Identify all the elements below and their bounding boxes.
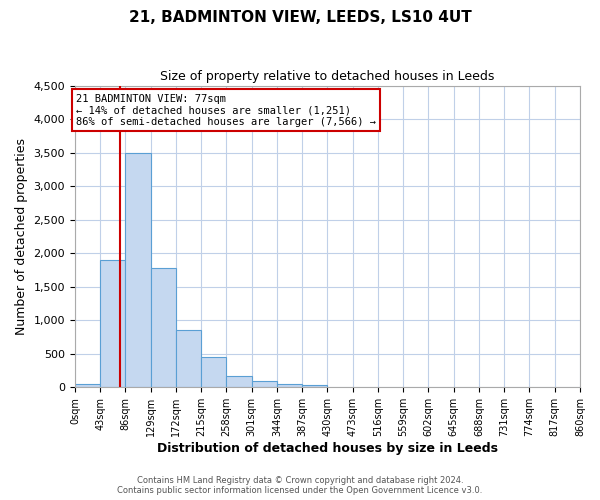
Bar bbox=[277, 384, 302, 388]
Text: 21 BADMINTON VIEW: 77sqm
← 14% of detached houses are smaller (1,251)
86% of sem: 21 BADMINTON VIEW: 77sqm ← 14% of detach… bbox=[76, 94, 376, 127]
Y-axis label: Number of detached properties: Number of detached properties bbox=[15, 138, 28, 335]
Bar bbox=[226, 376, 251, 388]
X-axis label: Distribution of detached houses by size in Leeds: Distribution of detached houses by size … bbox=[157, 442, 498, 455]
Bar bbox=[100, 260, 125, 388]
Bar bbox=[251, 380, 277, 388]
Bar bbox=[75, 384, 100, 388]
Bar bbox=[302, 386, 328, 388]
Text: 21, BADMINTON VIEW, LEEDS, LS10 4UT: 21, BADMINTON VIEW, LEEDS, LS10 4UT bbox=[128, 10, 472, 25]
Bar bbox=[151, 268, 176, 388]
Bar bbox=[125, 152, 151, 388]
Bar bbox=[176, 330, 201, 388]
Title: Size of property relative to detached houses in Leeds: Size of property relative to detached ho… bbox=[160, 70, 494, 83]
Bar bbox=[201, 357, 226, 388]
Text: Contains HM Land Registry data © Crown copyright and database right 2024.
Contai: Contains HM Land Registry data © Crown c… bbox=[118, 476, 482, 495]
